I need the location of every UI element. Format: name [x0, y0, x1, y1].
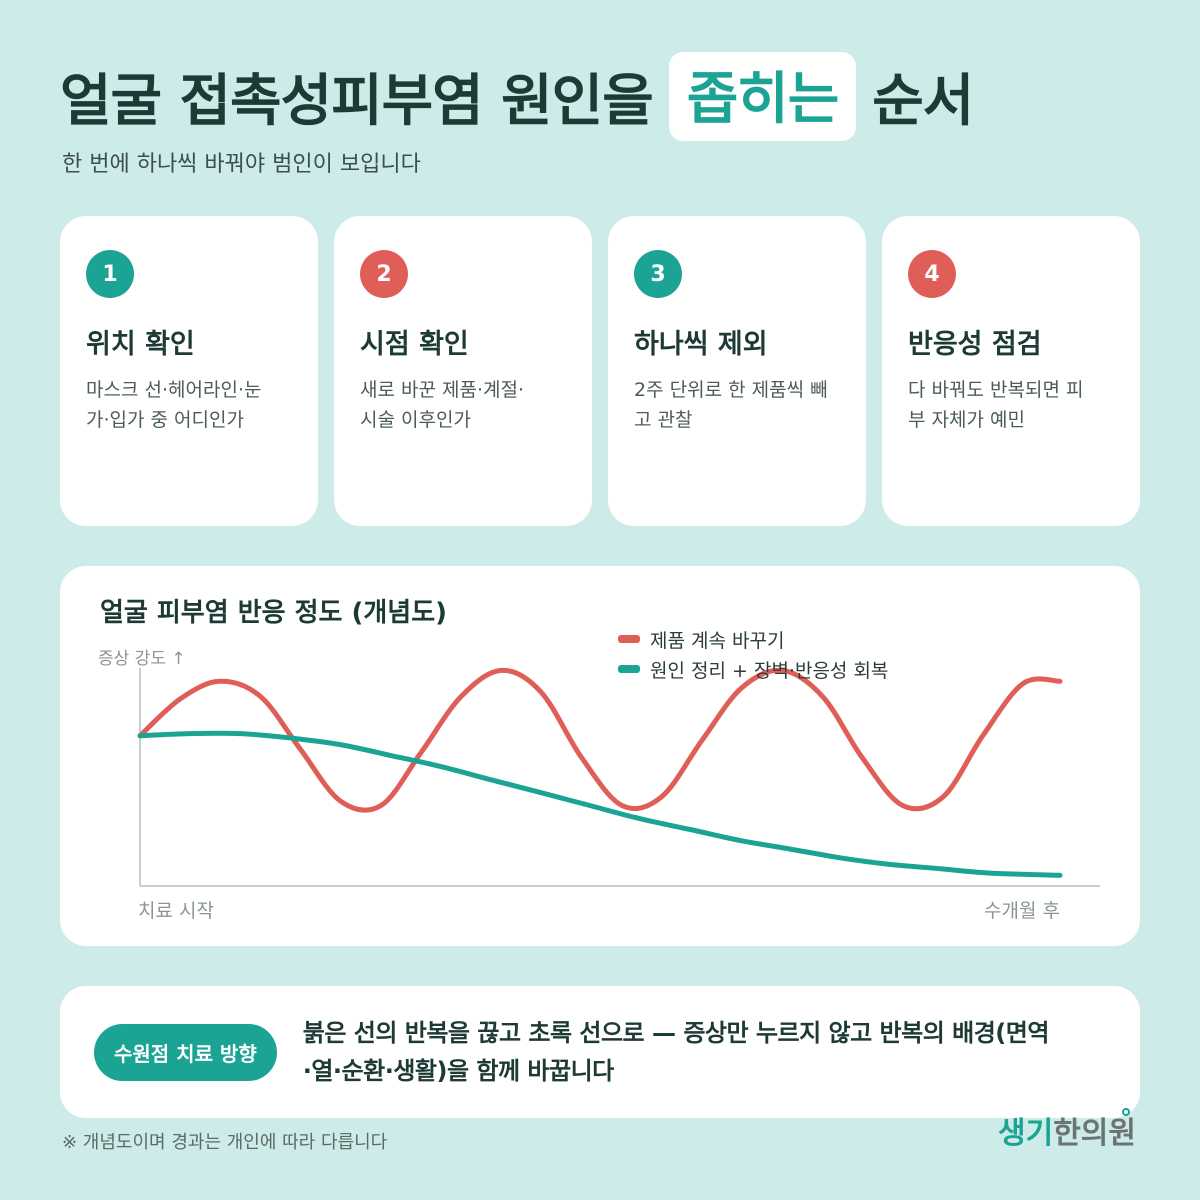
step-card-3: 3 하나씩 제외 2주 단위로 한 제품씩 빼 고 관찰	[608, 216, 866, 526]
footnote: ※ 개념도이며 경과는 개인에 따라 다릅니다	[62, 1132, 388, 1153]
step-desc-line: 시술 이후인가	[360, 409, 471, 431]
legend-label: 제품 계속 바꾸기	[650, 629, 785, 652]
step-description: 새로 바꾼 제품·계절· 시술 이후인가	[360, 375, 566, 435]
page-subtitle: 한 번에 하나씩 바꿔야 범인이 보입니다	[62, 152, 421, 177]
title-before: 얼굴 접촉성피부염 원인을	[60, 69, 654, 134]
step-card-1: 1 위치 확인 마스크 선·헤어라인·눈 가·입가 중 어디인가	[60, 216, 318, 526]
step-desc-line: 2주 단위로 한 제품씩 빼	[634, 379, 828, 401]
title-after: 순서	[872, 69, 974, 134]
page-title: 얼굴 접촉성피부염 원인을 좁히는 순서	[60, 52, 974, 141]
legend-swatch-red	[618, 635, 640, 643]
step-number-badge: 3	[634, 250, 682, 298]
chart-legend: 제품 계속 바꾸기 원인 정리 + 장벽·반응성 회복	[618, 624, 888, 684]
step-title: 시점 확인	[360, 329, 469, 360]
treatment-badge: 수원점 치료 방향	[94, 1023, 277, 1081]
logo-part-2: 한의원	[1053, 1116, 1137, 1151]
step-number-badge: 4	[908, 250, 956, 298]
step-desc-line: 가·입가 중 어디인가	[86, 409, 244, 431]
logo-part-1: 생기	[998, 1116, 1054, 1151]
step-title: 위치 확인	[86, 329, 195, 360]
step-desc-line: 마스크 선·헤어라인·눈	[86, 379, 262, 401]
x-axis-start-label: 치료 시작	[138, 900, 214, 922]
line-chart	[137, 667, 1100, 887]
step-cards: 1 위치 확인 마스크 선·헤어라인·눈 가·입가 중 어디인가 2 시점 확인…	[60, 216, 1140, 526]
series-line-product-switching	[137, 667, 1063, 813]
treatment-text-line: 붉은 선의 반복을 끊고 초록 선으로 — 증상만 누르지 않고 반복의 배경(…	[302, 1019, 1050, 1047]
step-desc-line: 부 자체가 예민	[908, 409, 1025, 431]
treatment-note: 수원점 치료 방향 붉은 선의 반복을 끊고 초록 선으로 — 증상만 누르지 …	[60, 986, 1140, 1118]
chart-title: 얼굴 피부염 반응 정도 (개념도)	[100, 598, 448, 628]
legend-label: 원인 정리 + 장벽·반응성 회복	[650, 659, 889, 682]
step-description: 2주 단위로 한 제품씩 빼 고 관찰	[634, 375, 840, 435]
series-line-cause-recovery	[137, 730, 1063, 878]
step-desc-line: 새로 바꾼 제품·계절·	[360, 379, 524, 401]
title-highlight: 좁히는	[668, 52, 857, 141]
treatment-text: 붉은 선의 반복을 끊고 초록 선으로 — 증상만 누르지 않고 반복의 배경(…	[302, 1014, 1050, 1090]
treatment-text-line: ·열·순환·생활)을 함께 바꿉니다	[302, 1057, 615, 1085]
legend-item: 제품 계속 바꾸기	[618, 624, 888, 654]
step-title: 하나씩 제외	[634, 329, 768, 360]
legend-swatch-teal	[618, 665, 640, 673]
y-axis-label: 증상 강도 ↑	[98, 649, 186, 669]
step-number-badge: 2	[360, 250, 408, 298]
legend-item: 원인 정리 + 장벽·반응성 회복	[618, 654, 888, 684]
step-title: 반응성 점검	[908, 329, 1042, 360]
step-description: 다 바꿔도 반복되면 피 부 자체가 예민	[908, 375, 1114, 435]
step-desc-line: 고 관찰	[634, 409, 693, 431]
clinic-logo: 생기한의원	[998, 1108, 1136, 1152]
logo-dot-icon	[1122, 1108, 1130, 1116]
step-desc-line: 다 바꿔도 반복되면 피	[908, 379, 1084, 401]
chart-panel: 얼굴 피부염 반응 정도 (개념도) 증상 강도 ↑ 제품 계속 바꾸기 원인 …	[60, 566, 1140, 946]
x-axis-end-label: 수개월 후	[984, 900, 1060, 922]
step-number-badge: 1	[86, 250, 134, 298]
step-description: 마스크 선·헤어라인·눈 가·입가 중 어디인가	[86, 375, 292, 435]
step-card-4: 4 반응성 점검 다 바꿔도 반복되면 피 부 자체가 예민	[882, 216, 1140, 526]
step-card-2: 2 시점 확인 새로 바꾼 제품·계절· 시술 이후인가	[334, 216, 592, 526]
